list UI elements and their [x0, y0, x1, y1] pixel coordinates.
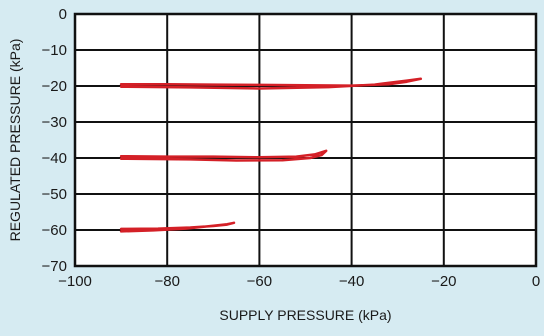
y-tick-label: −30 [42, 114, 67, 131]
y-tick-labels: 0 −10 −20 −30 −40 −50 −60 −70 [42, 6, 67, 275]
x-tick-label: −80 [154, 273, 179, 290]
plot-frame [73, 12, 538, 268]
plot-area [75, 14, 536, 266]
x-tick-label: −40 [339, 273, 364, 290]
y-axis-label: REGULATED PRESSURE (kPa) [7, 39, 23, 242]
y-tick-label: −70 [42, 258, 67, 275]
series-line-1 [119, 77, 423, 90]
x-tick-labels: −100 −80 −60 −40 −20 0 [58, 273, 540, 290]
x-tick-label: 0 [532, 273, 540, 290]
series-line-2 [119, 149, 328, 162]
series-line-3 [119, 221, 236, 233]
y-tick-label: −60 [42, 222, 67, 239]
y-tick-label: −40 [42, 150, 67, 167]
y-tick-label: −20 [42, 78, 67, 95]
y-tick-label: 0 [59, 6, 67, 23]
series-group [119, 77, 423, 233]
x-axis-label: SUPPLY PRESSURE (kPa) [219, 307, 391, 323]
x-tick-label: −100 [58, 273, 92, 290]
x-tick-label: −20 [431, 273, 456, 290]
y-tick-label: −10 [42, 42, 67, 59]
y-tick-label: −50 [42, 186, 67, 203]
x-tick-label: −60 [247, 273, 272, 290]
